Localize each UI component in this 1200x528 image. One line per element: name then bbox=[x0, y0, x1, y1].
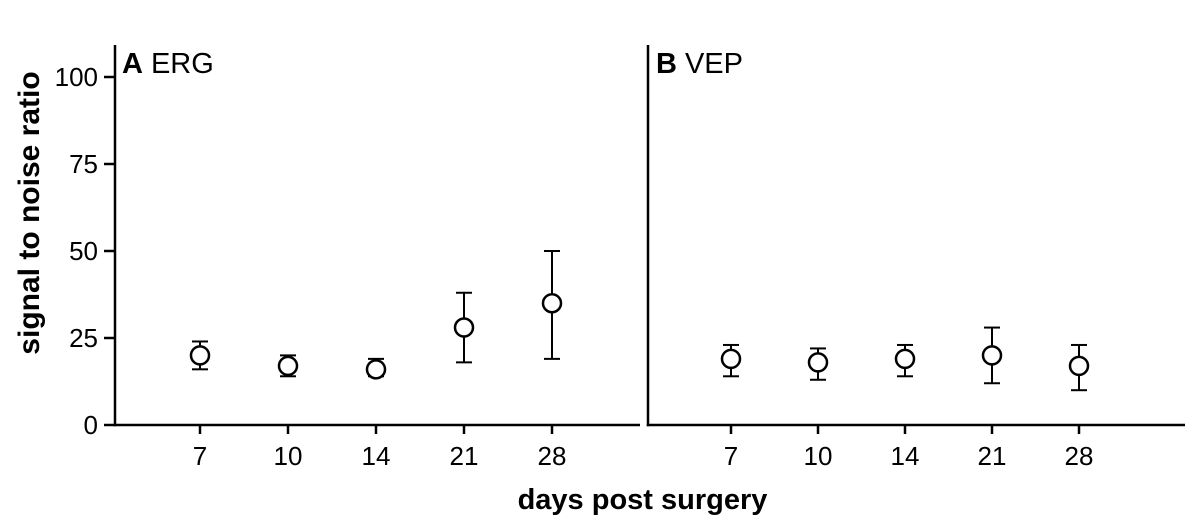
data-point-marker bbox=[277, 355, 299, 377]
y-tick-label: 0 bbox=[84, 410, 98, 440]
data-point-marker bbox=[894, 348, 916, 370]
data-point-marker bbox=[365, 359, 387, 380]
x-tick-label: 28 bbox=[1065, 441, 1094, 471]
panel-b-letter: B bbox=[656, 48, 677, 80]
y-axis-label: signal to noise ratio bbox=[13, 71, 46, 355]
x-tick-label: 10 bbox=[274, 441, 303, 471]
x-tick-label: 14 bbox=[362, 441, 391, 471]
x-tick-label: 10 bbox=[804, 441, 833, 471]
y-tick-label: 50 bbox=[69, 236, 98, 266]
panel-b-label: B VEP bbox=[656, 48, 743, 81]
y-tick-label: 75 bbox=[69, 149, 98, 179]
x-tick-label: 7 bbox=[724, 441, 738, 471]
y-tick-label: 25 bbox=[69, 323, 98, 353]
panel-a-title: ERG bbox=[150, 48, 214, 80]
x-tick-label: 21 bbox=[450, 441, 479, 471]
data-point-marker bbox=[541, 292, 563, 314]
x-axis-label: days post surgery bbox=[517, 484, 768, 516]
panel-a-letter: A bbox=[122, 48, 143, 80]
x-tick-label: 28 bbox=[538, 441, 567, 471]
data-point-marker bbox=[807, 352, 829, 373]
y-tick-label: 100 bbox=[55, 62, 98, 92]
data-point-marker bbox=[981, 345, 1003, 366]
data-point-marker bbox=[453, 317, 475, 338]
panel-a-label: A ERG bbox=[122, 48, 214, 81]
x-tick-label: 21 bbox=[978, 441, 1007, 471]
x-tick-label: 7 bbox=[193, 441, 207, 471]
panel-b-title: VEP bbox=[684, 48, 743, 80]
data-point-marker bbox=[189, 345, 211, 366]
data-point-marker bbox=[720, 348, 742, 370]
x-tick-label: 14 bbox=[891, 441, 920, 471]
data-point-marker bbox=[1068, 355, 1090, 377]
